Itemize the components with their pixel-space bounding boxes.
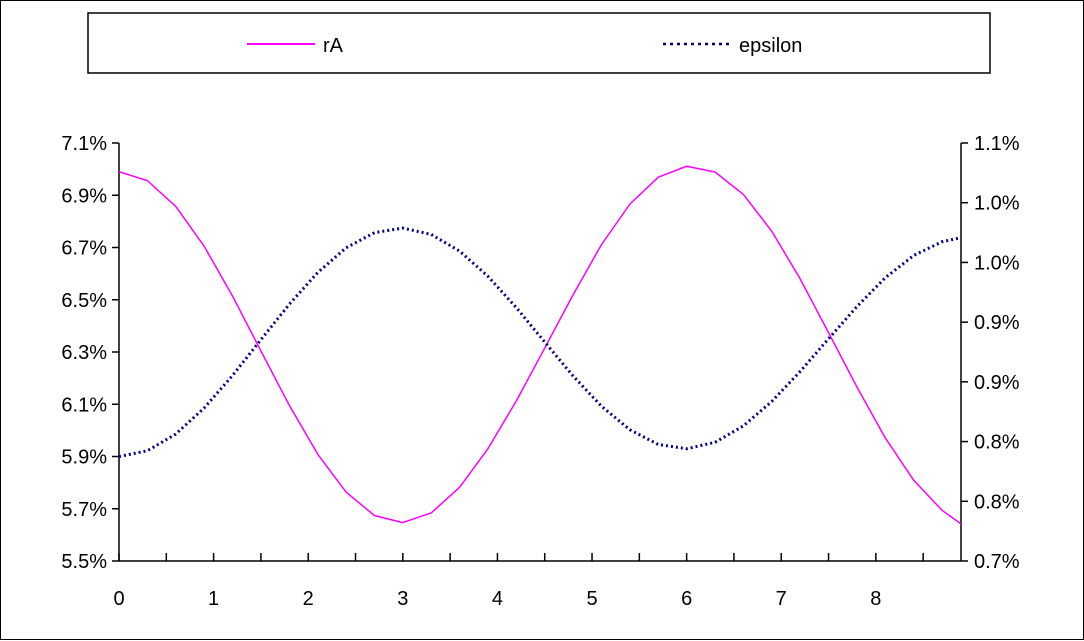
x-tick-label: 3 [397, 588, 408, 610]
y-tick-label-right: 0.8% [974, 491, 1020, 513]
x-tick-label: 5 [586, 588, 597, 610]
y-tick-label-left: 5.9% [61, 447, 107, 469]
y-tick-label-right: 0.9% [974, 372, 1020, 394]
y-tick-label-left: 7.1% [61, 133, 107, 155]
x-tick-label: 8 [870, 588, 881, 610]
y-tick-label-left: 6.3% [61, 342, 107, 364]
x-tick-label: 6 [681, 588, 692, 610]
legend: rA epsilon [88, 13, 990, 73]
y-tick-label-right: 0.8% [974, 432, 1020, 454]
x-tick-label: 4 [492, 588, 503, 610]
y-tick-label-left: 6.5% [61, 290, 107, 312]
y-tick-label-left: 6.1% [61, 394, 107, 416]
y-tick-label-right: 0.9% [974, 312, 1020, 334]
series-line-rA [119, 166, 961, 524]
y-tick-label-right: 0.7% [974, 551, 1020, 573]
legend-label-epsilon: epsilon [739, 35, 802, 57]
y-tick-label-left: 6.9% [61, 185, 107, 207]
y-tick-label-left: 5.7% [61, 499, 107, 521]
y-tick-label-right: 1.0% [974, 252, 1020, 274]
series-line-epsilon [119, 228, 961, 456]
legend-box [88, 13, 990, 73]
x-tick-label: 1 [208, 588, 219, 610]
legend-label-rA: rA [323, 35, 344, 57]
x-tick-label: 2 [303, 588, 314, 610]
y-tick-label-right: 1.0% [974, 193, 1020, 215]
y-tick-label-right: 1.1% [974, 133, 1020, 155]
plot-area: 5.5% 5.7% 5.9% 6.1% 6.3% 6.5% 6.7% 6.9% 7.1% 0.7%… [61, 133, 1019, 610]
x-tick-label: 7 [776, 588, 787, 610]
y-tick-label-left: 5.5% [61, 551, 107, 573]
y-tick-label-left: 6.7% [61, 238, 107, 260]
x-tick-label: 0 [113, 588, 124, 610]
